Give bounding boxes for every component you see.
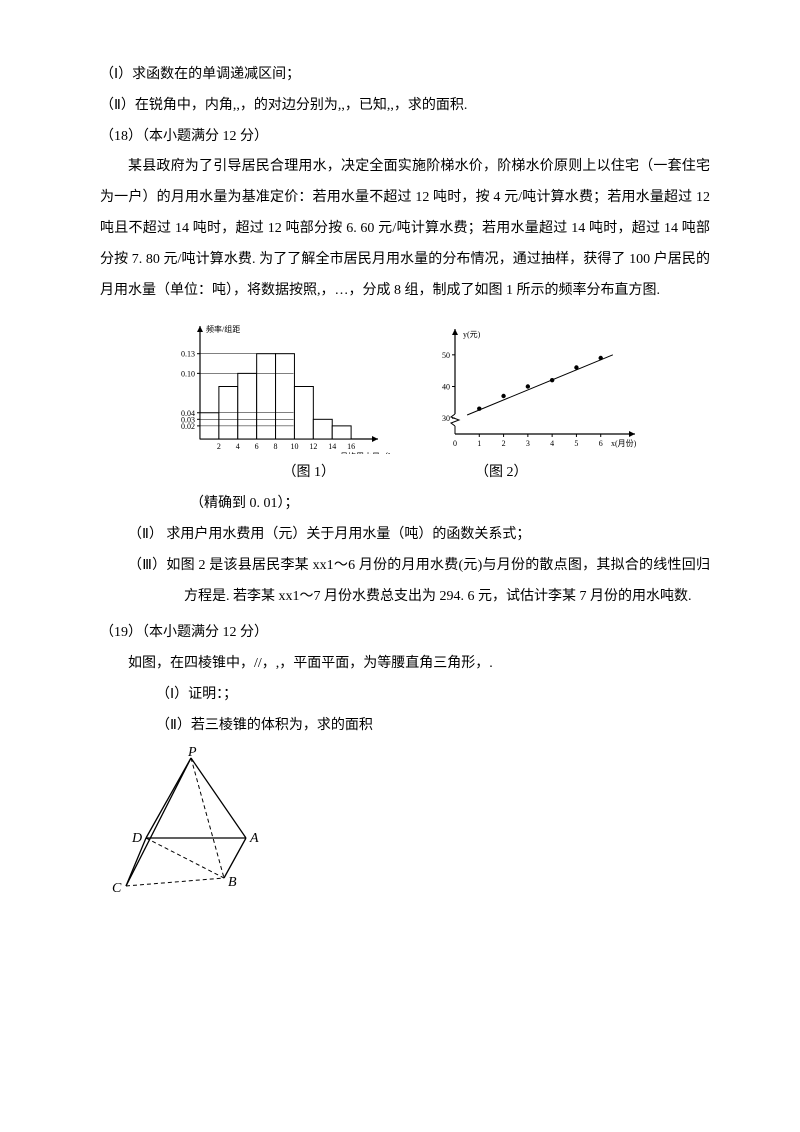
svg-text:2: 2 <box>502 439 506 448</box>
q19-header: （19）（本小题满分 12 分） <box>100 618 710 649</box>
figure-captions: （图 1） （图 2） <box>100 458 710 489</box>
q19-part1: （Ⅰ）证明：； <box>100 680 710 711</box>
svg-text:D: D <box>131 831 142 846</box>
svg-text:40: 40 <box>442 383 450 392</box>
svg-text:3: 3 <box>526 439 530 448</box>
q18-paragraph: 某县政府为了引导居民合理用水，决定全面实施阶梯水价，阶梯水价原则上以住宅（一套住… <box>100 152 710 306</box>
svg-text:6: 6 <box>599 439 603 448</box>
q19-part2: （Ⅱ）若三棱锥的体积为，求的面积 <box>100 711 710 742</box>
svg-text:B: B <box>228 875 237 890</box>
svg-text:50: 50 <box>442 351 450 360</box>
q18-header: （18）（本小题满分 12 分） <box>100 122 710 153</box>
fig1-caption: （图 1） <box>283 458 336 489</box>
svg-text:4: 4 <box>236 442 240 451</box>
svg-text:y(元): y(元) <box>463 330 481 339</box>
q18-precision: （精确到 0. 01）； <box>100 489 710 520</box>
svg-text:12: 12 <box>309 442 317 451</box>
svg-text:频率/组距: 频率/组距 <box>206 324 240 334</box>
svg-text:P: P <box>187 746 197 760</box>
svg-text:30: 30 <box>442 415 450 424</box>
svg-text:0: 0 <box>453 439 457 448</box>
q18-part3: （Ⅲ）如图 2 是该县居民李某 xx1～6 月份的月用水费(元)与月份的散点图，… <box>100 551 710 613</box>
svg-text:月均用水量（吨）: 月均用水量（吨） <box>340 451 390 454</box>
pyramid-diagram: P D A C B <box>106 746 296 906</box>
q17-part2: （Ⅱ）在锐角中，内角,,，的对边分别为,,，已知,,，求的面积. <box>100 91 710 122</box>
page-content: （Ⅰ）求函数在的单调递减区间； （Ⅱ）在锐角中，内角,,，的对边分别为,,，已知… <box>0 0 800 946</box>
svg-text:6: 6 <box>255 442 259 451</box>
svg-text:10: 10 <box>290 442 298 451</box>
svg-text:2: 2 <box>217 442 221 451</box>
q17-part1: （Ⅰ）求函数在的单调递减区间； <box>100 60 710 91</box>
svg-text:4: 4 <box>550 439 554 448</box>
fig2-caption: （图 2） <box>475 458 528 489</box>
svg-text:14: 14 <box>328 442 336 451</box>
svg-text:8: 8 <box>274 442 278 451</box>
svg-text:5: 5 <box>574 439 578 448</box>
svg-text:16: 16 <box>347 442 355 451</box>
q19-intro: 如图，在四棱锥中，//，,，平面平面，为等腰直角三角形，. <box>100 649 710 680</box>
svg-text:A: A <box>249 831 259 846</box>
svg-text:x(月份): x(月份) <box>611 438 637 448</box>
svg-text:C: C <box>112 881 122 896</box>
svg-text:0.10: 0.10 <box>181 370 195 379</box>
histogram-chart: 0.020.030.040.100.13246810121416频率/组距月均用… <box>160 314 390 454</box>
q18-part2: （Ⅱ） 求用户用水费用（元）关于月用水量（吨）的函数关系式； <box>100 520 710 551</box>
svg-text:1: 1 <box>477 439 481 448</box>
scatter-chart: 30 40 50 0 1 2 3 4 5 6 y(元) x(月份) <box>420 314 650 454</box>
svg-text:0.04: 0.04 <box>181 409 195 418</box>
svg-text:0.13: 0.13 <box>181 350 195 359</box>
figures-row: 0.020.030.040.100.13246810121416频率/组距月均用… <box>100 314 710 454</box>
